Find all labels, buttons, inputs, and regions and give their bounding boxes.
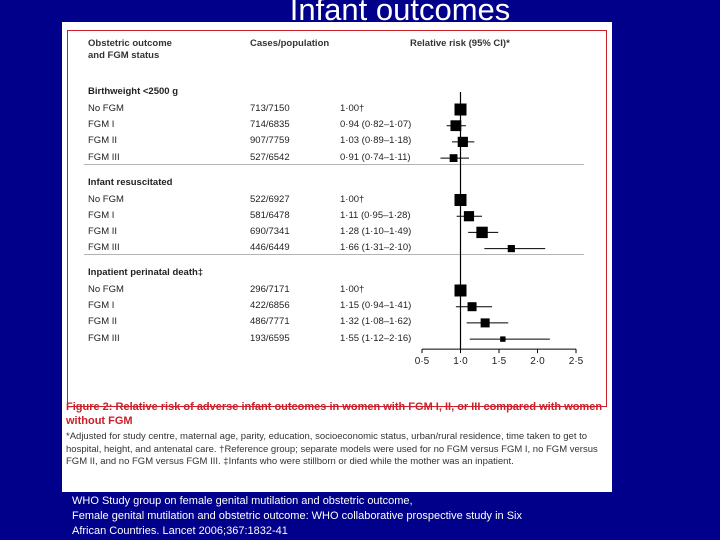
rr-marker <box>463 211 475 222</box>
rr-marker <box>457 136 468 147</box>
row-label: FGM II <box>88 316 118 328</box>
row-cases: 907/7759 <box>250 135 290 147</box>
forest-plot-figure: Obstetric outcome and FGM status Cases/p… <box>62 22 612 492</box>
row-cases: 714/6835 <box>250 119 290 131</box>
row-label: No FGM <box>88 193 124 205</box>
row-label: FGM III <box>88 332 120 344</box>
row-cases: 713/7150 <box>250 103 290 114</box>
x-tick-label: 0·5 <box>415 356 430 367</box>
x-tick-label: 1·0 <box>453 356 468 367</box>
row-relative-risk: 1·15 (0·94–1·41) <box>340 300 412 312</box>
row-relative-risk: 1·55 (1·12–2·16) <box>340 332 412 344</box>
row-relative-risk: 1·28 (1·10–1·49) <box>340 225 412 237</box>
caption-title: Figure 2: Relative risk of adverse infan… <box>66 401 603 427</box>
x-tick-label: 2·0 <box>530 356 545 367</box>
figure-caption: Figure 2: Relative risk of adverse infan… <box>66 400 610 428</box>
row-cases: 422/6856 <box>250 300 290 312</box>
row-label: FGM II <box>88 135 118 147</box>
row-relative-risk: 1·32 (1·08–1·62) <box>340 316 412 328</box>
x-tick-label: 2·5 <box>569 356 584 367</box>
figure-frame <box>67 30 607 407</box>
row-label: FGM I <box>88 119 115 131</box>
row-relative-risk: 0·91 (0·74–1·11) <box>340 151 411 163</box>
rr-marker <box>480 318 490 328</box>
group-divider <box>84 163 584 165</box>
col-header-rr: Relative risk (95% CI)* <box>410 38 510 49</box>
row-cases: 486/7771 <box>250 316 290 328</box>
rr-marker <box>449 154 458 162</box>
group-divider <box>84 254 584 255</box>
source-line-1: WHO Study group on female genital mutila… <box>72 495 413 507</box>
row-relative-risk: 1·66 (1·31–2·10) <box>340 242 412 254</box>
group-heading: Infant resuscitated <box>88 176 173 188</box>
caption-footnote: *Adjusted for study centre, maternal age… <box>66 431 598 467</box>
row-cases: 581/6478 <box>250 209 290 221</box>
row-relative-risk: 0·94 (0·82–1·07) <box>340 119 412 131</box>
row-label: FGM I <box>88 209 115 221</box>
forest-plot-svg: 0·5 1·0 1·5 2·0 2·5 <box>415 92 584 367</box>
col-header-outcome: Obstetric outcome and FGM status <box>88 38 172 62</box>
row-relative-risk: 1·00† <box>340 103 365 114</box>
row-cases: 527/6542 <box>250 151 290 163</box>
row-cases: 446/6449 <box>250 242 290 254</box>
row-label: FGM I <box>88 300 115 312</box>
row-cases: 296/7171 <box>250 284 290 295</box>
col-header-cases: Cases/population <box>250 38 330 49</box>
col-header-outcome-line1: Obstetric outcome <box>88 38 172 49</box>
row-label: No FGM <box>88 103 124 114</box>
x-tick-label: 1·5 <box>492 356 507 367</box>
rr-marker <box>507 245 515 253</box>
rr-marker <box>450 120 462 132</box>
source-citation: WHO Study group on female genital mutila… <box>72 494 692 539</box>
source-line-2: Female genital mutilation and obstetric … <box>72 510 522 522</box>
row-cases: 690/7341 <box>250 225 290 237</box>
row-cases: 522/6927 <box>250 193 290 205</box>
rr-marker <box>500 336 506 342</box>
row-relative-risk: 1·00† <box>340 284 365 295</box>
row-relative-risk: 1·00† <box>340 193 365 205</box>
group-heading: Birthweight <2500 g <box>88 86 179 97</box>
rr-marker <box>476 226 488 239</box>
source-line-3: African Countries. Lancet 2006;367:1832-… <box>72 525 288 537</box>
row-label: FGM II <box>88 225 118 237</box>
row-label: FGM III <box>88 151 120 163</box>
row-relative-risk: 1·11 (0·95–1·28) <box>340 209 411 221</box>
group-heading: Inpatient perinatal death‡ <box>88 267 204 278</box>
row-label: FGM III <box>88 242 120 254</box>
row-relative-risk: 1·03 (0·89–1·18) <box>340 135 412 147</box>
col-header-outcome-line2: and FGM status <box>88 50 160 61</box>
row-cases: 193/6595 <box>250 332 290 344</box>
row-label: No FGM <box>88 284 124 295</box>
rr-marker <box>467 302 477 312</box>
